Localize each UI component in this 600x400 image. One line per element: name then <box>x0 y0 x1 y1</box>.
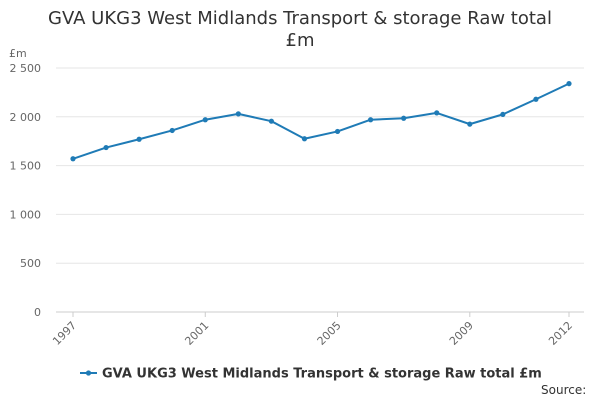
data-point[interactable] <box>401 115 407 121</box>
legend-marker <box>85 370 92 376</box>
x-tick-label: 2009 <box>447 319 476 348</box>
y-axis-unit-label: £m <box>9 47 27 60</box>
y-tick-label: 2 000 <box>10 111 42 124</box>
series-line <box>72 82 570 160</box>
legend[interactable]: GVA UKG3 West Midlands Transport & stora… <box>80 367 542 382</box>
data-point[interactable] <box>334 128 341 135</box>
data-point[interactable] <box>268 118 274 124</box>
data-point[interactable] <box>533 96 539 102</box>
data-point[interactable] <box>368 117 374 123</box>
x-tick-label: 2001 <box>182 319 211 348</box>
chart-title-line: GVA UKG3 West Midlands Transport & stora… <box>48 8 552 29</box>
x-axis-ticks: 1997 2001 2005 2009 2012 <box>50 312 575 348</box>
y-tick-label: 0 <box>34 306 41 319</box>
data-point[interactable] <box>301 136 308 142</box>
series-plot <box>70 81 572 162</box>
x-tick-label: 1997 <box>50 319 79 348</box>
y-tick-label: 1 500 <box>10 160 42 173</box>
chart-title-line: £m <box>286 30 315 51</box>
data-point[interactable] <box>500 111 506 117</box>
data-point[interactable] <box>467 121 473 127</box>
data-point[interactable] <box>434 110 440 116</box>
gridlines <box>56 67 584 264</box>
data-point[interactable] <box>169 127 175 134</box>
x-tick-label: 2005 <box>315 319 344 348</box>
y-axis-ticks: 0 500 1 000 1 500 2 000 2 500 <box>10 62 42 319</box>
data-point[interactable] <box>566 81 572 87</box>
data-point[interactable] <box>70 156 76 162</box>
y-tick-label: 2 500 <box>10 62 42 75</box>
chart-title: GVA UKG3 West Midlands Transport & stora… <box>48 8 552 51</box>
legend-label: GVA UKG3 West Midlands Transport & stora… <box>102 367 542 382</box>
data-point[interactable] <box>235 111 241 117</box>
x-tick-label: 2012 <box>546 319 575 348</box>
y-tick-label: 500 <box>20 257 41 270</box>
data-point[interactable] <box>103 144 109 151</box>
y-tick-label: 1 000 <box>10 208 42 221</box>
data-point[interactable] <box>202 117 208 123</box>
data-point[interactable] <box>136 136 142 142</box>
source-label: Source: <box>541 383 586 397</box>
